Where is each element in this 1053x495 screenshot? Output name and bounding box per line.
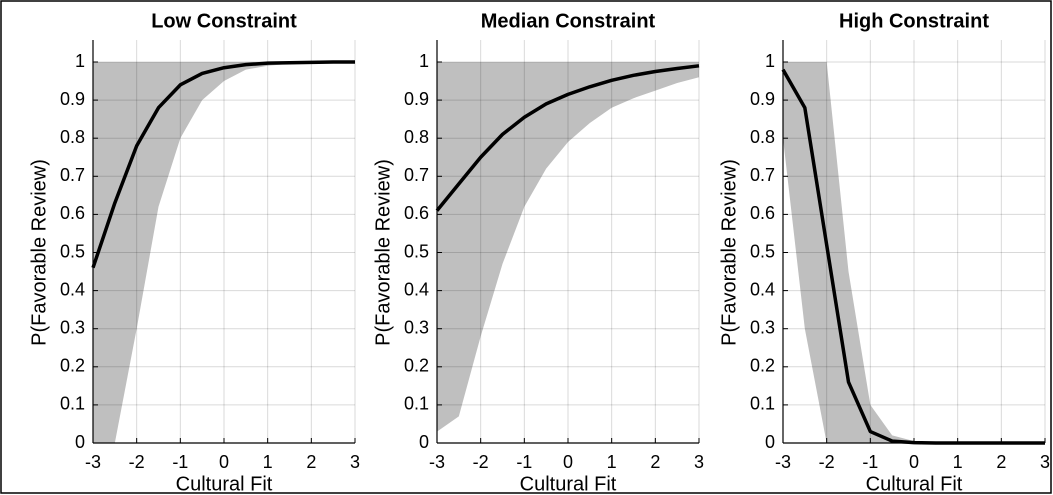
y-tick-label: 0.3 xyxy=(404,317,429,337)
y-tick-label: 0.5 xyxy=(750,241,775,261)
y-tick-label: 0 xyxy=(75,432,85,452)
y-axis-label: P(Favorable Review) xyxy=(28,159,50,346)
y-tick-label: 0.1 xyxy=(404,394,429,414)
x-tick-label: -1 xyxy=(172,452,188,472)
y-tick-label: 0.9 xyxy=(60,89,85,109)
y-tick-label: 0.8 xyxy=(60,127,85,147)
x-tick-label: -3 xyxy=(429,452,445,472)
x-tick-label: -2 xyxy=(473,452,489,472)
x-tick-label: 2 xyxy=(650,452,660,472)
x-tick-label: 3 xyxy=(350,452,360,472)
x-tick-label: 0 xyxy=(909,452,919,472)
x-axis-label: Cultural Fit xyxy=(520,473,617,495)
y-tick-label: 0.1 xyxy=(60,394,85,414)
y-axis-label: P(Favorable Review) xyxy=(718,159,740,346)
y-tick-label: 0.3 xyxy=(60,317,85,337)
x-tick-label: -1 xyxy=(862,452,878,472)
chart-title: Median Constraint xyxy=(481,10,656,32)
y-tick-label: 0.9 xyxy=(404,89,429,109)
y-tick-label: 0.2 xyxy=(404,356,429,376)
x-tick-label: 0 xyxy=(563,452,573,472)
y-axis-label: P(Favorable Review) xyxy=(372,159,394,346)
x-tick-label: 1 xyxy=(953,452,963,472)
y-tick-label: 0.6 xyxy=(404,203,429,223)
x-tick-label: -2 xyxy=(819,452,835,472)
x-tick-label: 3 xyxy=(1040,452,1050,472)
chart-title: Low Constraint xyxy=(151,10,297,32)
x-axis-label: Cultural Fit xyxy=(866,473,963,495)
y-tick-label: 0.7 xyxy=(60,165,85,185)
y-tick-label: 0.8 xyxy=(404,127,429,147)
x-tick-label: 0 xyxy=(219,452,229,472)
y-tick-label: 0.2 xyxy=(60,356,85,376)
y-tick-label: 0 xyxy=(765,432,775,452)
confidence-band xyxy=(437,62,699,432)
y-tick-label: 0 xyxy=(419,432,429,452)
x-tick-label: -3 xyxy=(775,452,791,472)
x-tick-label: 2 xyxy=(306,452,316,472)
x-tick-label: -1 xyxy=(516,452,532,472)
line xyxy=(91,60,355,269)
y-tick-label: 0.7 xyxy=(404,165,429,185)
y-tick-label: 1 xyxy=(765,51,775,71)
y-tick-label: 0.5 xyxy=(404,241,429,261)
x-tick-label: 2 xyxy=(996,452,1006,472)
y-tick-label: 0.6 xyxy=(750,203,775,223)
y-tick-label: 0.5 xyxy=(60,241,85,261)
x-axis-label: Cultural Fit xyxy=(176,473,273,495)
x-tick-label: -2 xyxy=(129,452,145,472)
y-tick-label: 0.7 xyxy=(750,165,775,185)
y-tick-label: 1 xyxy=(75,51,85,71)
x-tick-label: 3 xyxy=(694,452,704,472)
x-tick-label: 1 xyxy=(607,452,617,472)
y-tick-label: 0.6 xyxy=(60,203,85,223)
y-tick-label: 0.4 xyxy=(404,279,429,299)
y-tick-label: 0.8 xyxy=(750,127,775,147)
confidence-band xyxy=(93,62,355,443)
chart-title: High Constraint xyxy=(839,10,989,32)
confidence-band xyxy=(783,62,1045,443)
y-tick-label: 1 xyxy=(419,51,429,71)
y-tick-label: 0.4 xyxy=(750,279,775,299)
x-tick-label: 1 xyxy=(263,452,273,472)
y-tick-label: 0.9 xyxy=(750,89,775,109)
x-tick-label: -3 xyxy=(85,452,101,472)
y-tick-label: 0.1 xyxy=(750,394,775,414)
y-tick-label: 0.3 xyxy=(750,317,775,337)
line xyxy=(435,64,700,212)
y-tick-label: 0.2 xyxy=(750,356,775,376)
y-tick-label: 0.4 xyxy=(60,279,85,299)
line xyxy=(781,68,1045,445)
